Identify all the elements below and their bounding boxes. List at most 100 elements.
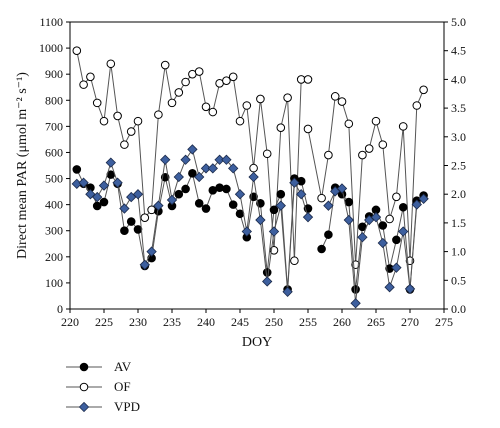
data-point-of (140, 213, 150, 222)
data-point-of (174, 88, 184, 97)
x-tick-label: 265 (367, 315, 385, 329)
data-point-vpd (105, 157, 116, 168)
data-point-vpd (350, 298, 361, 309)
y2-tick-label: 0.5 (451, 273, 466, 287)
data-point-av (181, 184, 190, 194)
y-tick-label: 500 (45, 172, 63, 186)
data-point-vpd (302, 211, 314, 223)
data-point-of (392, 192, 401, 202)
data-point-of (99, 116, 109, 126)
y-tick-label: 400 (45, 198, 63, 212)
legend-label: VPD (114, 399, 140, 414)
data-point-av (99, 197, 109, 207)
data-point-of (133, 116, 143, 126)
data-point-of (249, 163, 258, 173)
data-point-of (208, 107, 218, 117)
data-point-of (344, 119, 354, 129)
data-point-vpd (398, 226, 409, 237)
data-point-vpd (92, 191, 103, 203)
data-point-vpd (194, 171, 205, 183)
data-point-vpd (357, 232, 368, 243)
y-tick-label: 200 (45, 250, 63, 264)
data-point-vpd (370, 211, 382, 223)
data-point-av (398, 202, 408, 212)
data-point-of (330, 92, 340, 101)
data-point-vpd (146, 246, 157, 257)
data-point-av (188, 169, 197, 178)
data-point-vpd (214, 154, 225, 165)
data-point-vpd (404, 283, 416, 295)
data-point-vpd (160, 154, 171, 165)
data-point-av (215, 183, 224, 192)
data-point-of (167, 98, 177, 108)
data-point-vpd (268, 226, 280, 237)
x-tick-label: 250 (265, 315, 283, 329)
data-point-of (147, 205, 156, 215)
data-point-av (317, 244, 326, 254)
data-point-of (419, 85, 428, 95)
data-point-of (201, 102, 211, 112)
x-tick-label: 240 (197, 315, 215, 329)
data-point-vpd (132, 189, 144, 200)
x-tick-label: 275 (435, 315, 453, 329)
legend-marker (79, 362, 89, 372)
data-point-vpd (275, 200, 286, 211)
y2-tick-label: 4.5 (451, 44, 466, 58)
data-point-vpd (255, 214, 266, 226)
x-axis-title: DOY (242, 335, 272, 350)
data-point-of (412, 101, 422, 110)
data-point-of (262, 149, 272, 159)
y-tick-label: 0 (57, 302, 63, 316)
y2-tick-label: 3.0 (451, 130, 466, 144)
data-point-av (344, 197, 354, 207)
data-point-vpd (296, 189, 307, 200)
data-point-of (317, 193, 326, 203)
data-point-of (106, 59, 116, 69)
data-point-av (324, 230, 333, 239)
data-point-of (154, 110, 163, 119)
x-tick-label: 225 (95, 315, 113, 329)
data-point-of (72, 46, 82, 56)
data-point-vpd (221, 154, 232, 165)
data-point-av (222, 184, 231, 194)
data-point-of (256, 94, 265, 104)
data-point-vpd (180, 154, 191, 165)
data-point-of (86, 72, 95, 82)
data-point-vpd (248, 171, 259, 183)
data-point-of (92, 98, 102, 108)
data-point-vpd (418, 193, 429, 204)
data-point-vpd (166, 194, 178, 206)
data-point-of (378, 140, 388, 149)
x-tick-label: 260 (333, 315, 351, 329)
data-point-av (392, 235, 401, 245)
y2-tick-label: 2.5 (451, 159, 466, 173)
y2-tick-label: 5.0 (451, 15, 466, 29)
y2-tick-label: 1.0 (451, 245, 466, 259)
data-point-vpd (173, 171, 184, 183)
data-point-of (228, 72, 238, 82)
x-tick-label: 220 (61, 315, 79, 329)
x-tick-label: 235 (163, 315, 181, 329)
legend-item-vpd: VPD (66, 399, 140, 414)
legend-label: OF (114, 379, 131, 394)
data-point-vpd (98, 180, 110, 191)
data-point-of (385, 214, 394, 224)
data-point-av (228, 200, 238, 209)
y-tick-label: 900 (45, 67, 63, 81)
data-point-of (371, 116, 381, 126)
data-point-vpd (262, 276, 273, 287)
data-point-of (120, 140, 129, 149)
y2-tick-label: 2.0 (451, 187, 466, 201)
data-point-vpd (207, 163, 218, 174)
x-tick-label: 245 (231, 315, 249, 329)
data-point-vpd (241, 226, 252, 237)
data-point-vpd (234, 189, 246, 200)
data-point-vpd (78, 177, 89, 188)
data-point-vpd (119, 203, 130, 214)
y-tick-label: 1100 (39, 15, 63, 29)
data-point-av (262, 268, 272, 277)
data-point-av (72, 165, 82, 174)
data-point-vpd (282, 286, 293, 297)
y2-tick-label: 3.5 (451, 101, 466, 115)
legend-marker (79, 382, 89, 392)
